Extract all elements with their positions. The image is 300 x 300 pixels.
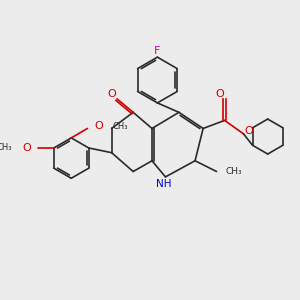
Text: O: O — [108, 89, 116, 99]
Text: O: O — [215, 89, 224, 99]
Text: F: F — [154, 46, 161, 56]
Text: CH₃: CH₃ — [0, 143, 12, 152]
Text: CH₃: CH₃ — [113, 122, 128, 131]
Text: O: O — [94, 121, 103, 131]
Text: O: O — [22, 143, 31, 153]
Text: NH: NH — [156, 178, 172, 189]
Text: CH₃: CH₃ — [226, 167, 243, 176]
Text: O: O — [244, 126, 253, 136]
